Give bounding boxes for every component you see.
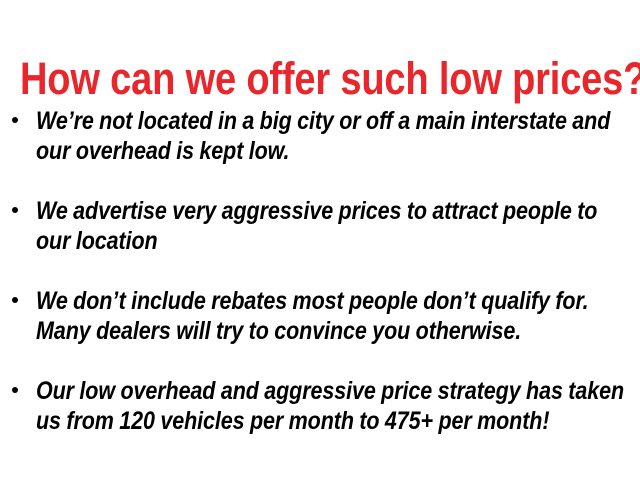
list-item-text: We don’t include rebates most people don… (36, 287, 589, 345)
bullet-dot-icon (12, 297, 18, 303)
list-item-text: We advertise very aggressive prices to a… (36, 197, 598, 255)
bullet-dot-icon (12, 117, 18, 123)
bullet-dot-icon (12, 387, 18, 393)
list-item: Our low overhead and aggressive price st… (10, 376, 632, 436)
list-item: We advertise very aggressive prices to a… (10, 196, 632, 256)
list-item-text: Our low overhead and aggressive price st… (36, 377, 625, 435)
list-item: We don’t include rebates most people don… (10, 286, 632, 346)
page-title: How can we offer such low prices? (20, 53, 640, 105)
list-item-text: We’re not located in a big city or off a… (36, 107, 611, 165)
bullet-dot-icon (12, 207, 18, 213)
list-item: We’re not located in a big city or off a… (10, 106, 632, 166)
bullet-list: We’re not located in a big city or off a… (10, 106, 632, 436)
